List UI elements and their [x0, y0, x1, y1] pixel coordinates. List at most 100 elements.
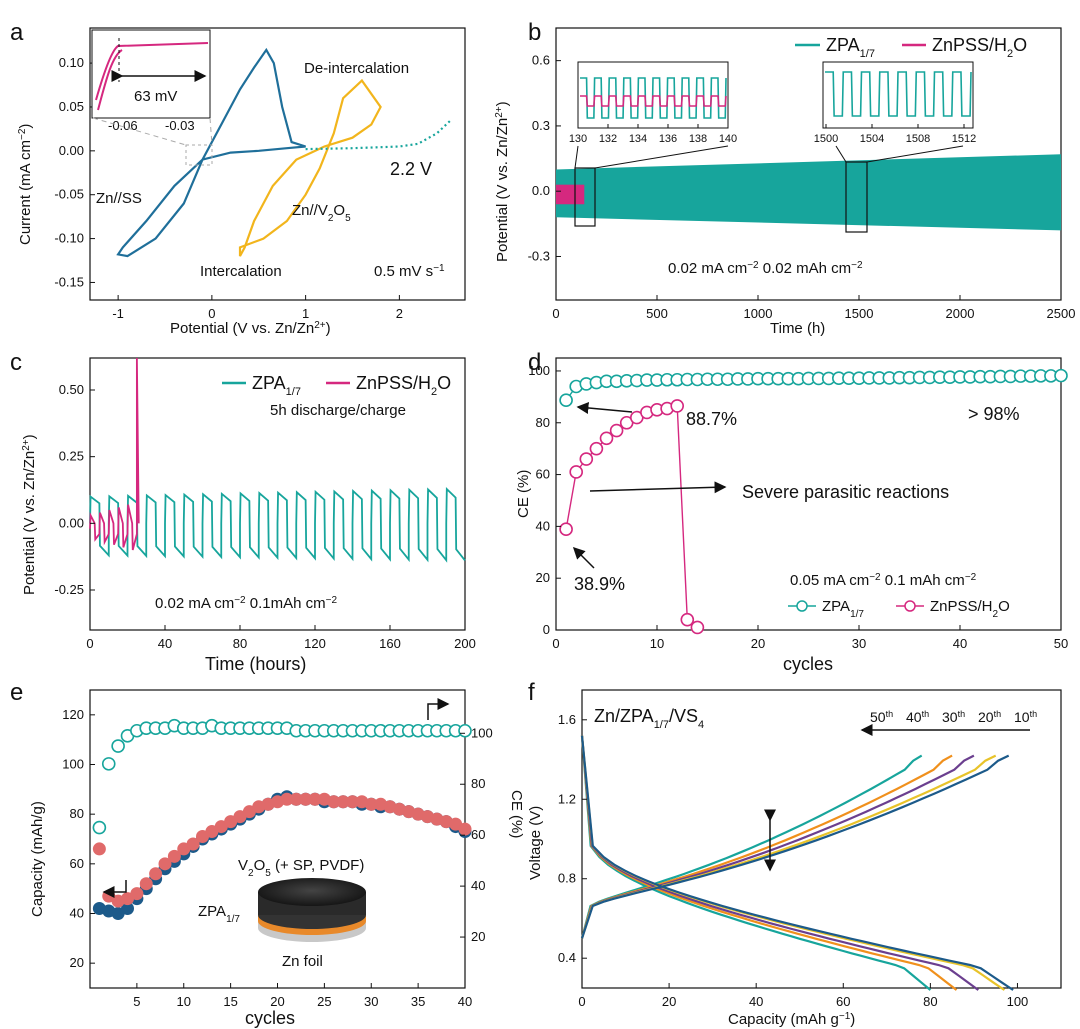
panel-e-capacity-point-red — [139, 877, 153, 891]
panel-c: c 0.50 0.25 0.00 -0.25 0 40 80 120 160 200 Time … — [10, 349, 476, 674]
panel-a-y-ticks: 0.10 0.05 0.00 -0.05 -0.10 -0.15 — [54, 55, 95, 289]
panel-c-series-znpss — [89, 357, 140, 551]
panel-e-capacity-point-red — [280, 792, 294, 806]
panel-a-zoom-line-2 — [209, 117, 213, 146]
panel-d-x-tick-label: 0 — [552, 636, 559, 651]
panel-d-point — [1054, 368, 1068, 383]
panel-e-y-tick-label: 100 — [62, 757, 84, 772]
panel-c-legend-2: ZnPSS/H2O — [356, 373, 451, 398]
panel-b-x-tick-label: 0 — [552, 306, 559, 321]
panel-f-y-tick-label: 1.6 — [558, 712, 576, 727]
panel-b-inset-1-tick-label: 132 — [599, 133, 617, 145]
panel-b-inset-1-tick-label: 134 — [629, 133, 647, 145]
panel-c-y-tick-label: 0.00 — [59, 515, 84, 530]
panel-a-zoom-line-1 — [92, 117, 187, 146]
panel-d-point — [609, 423, 624, 438]
panel-a-y-tick-label: -0.05 — [54, 187, 84, 202]
panel-c-y-tick-label: 0.50 — [59, 382, 84, 397]
panel-d-plot — [559, 368, 1068, 635]
panel-d-y-tick-label: 40 — [536, 518, 550, 533]
panel-c-x-tick-label: 0 — [86, 636, 93, 651]
panel-f-cycle-label: 30th — [942, 709, 965, 725]
panel-d-legend-marker-1 — [796, 600, 808, 612]
panel-f-plot — [580, 735, 1014, 991]
panel-c-x-tick-label: 120 — [304, 636, 326, 651]
panel-b-y-tick-label: 0.3 — [532, 118, 550, 133]
panel-d-ann-88: 88.7% — [686, 409, 737, 429]
panel-d-condition: 0.05 mA cm−2 0.1 mAh cm−2 — [790, 572, 977, 590]
panel-e-capacity-point-red — [299, 792, 313, 806]
panel-e-y-tick-label: 120 — [62, 707, 84, 722]
panel-a-inset-znss-curve — [95, 42, 209, 101]
panel-a-plot — [116, 47, 452, 258]
panel-d-arrow-1 — [576, 401, 633, 414]
panel-e-x-tick-label: 15 — [223, 994, 237, 1009]
panel-f-x-label: Capacity (mAh g−1) — [728, 1011, 855, 1029]
panel-f-charge-10th — [580, 754, 1010, 939]
panel-b-inset-2-ticks: 1500 1504 1508 1512 — [814, 124, 976, 145]
panel-d-y-label: CE (%) — [515, 470, 532, 518]
panel-e-capacity-point-blue — [121, 902, 134, 916]
panel-a-label-2-2v: 2.2 V — [390, 159, 432, 179]
panel-d-arrow-3 — [572, 546, 595, 569]
panel-a-series-zn-v2o5 — [238, 78, 382, 257]
panel-d-point — [559, 393, 573, 408]
panel-c-x-tick-label: 160 — [379, 636, 401, 651]
panel-b-y-label: Potential (V vs. Zn/Zn2+) — [494, 101, 512, 262]
panel-e-capacity-point-red — [458, 822, 472, 836]
panel-b-x-tick-label: 2500 — [1047, 306, 1076, 321]
panel-d-x-tick-label: 30 — [852, 636, 866, 651]
panel-f-y-label: Voltage (V) — [527, 806, 544, 880]
panel-a-y-tick-label: -0.15 — [54, 274, 84, 289]
panel-f-x-tick-label: 60 — [836, 994, 850, 1009]
panel-d-ann-parasitic: Severe parasitic reactions — [742, 482, 949, 502]
panel-d-point — [680, 612, 695, 627]
panel-b-x-tick-label: 1500 — [845, 306, 874, 321]
panel-d-point — [579, 452, 594, 466]
panel-b-condition: 0.02 mA cm−2 0.02 mAh cm−2 — [668, 260, 863, 278]
panel-e-x-tick-label: 20 — [270, 994, 284, 1009]
panel-c-condition: 0.02 mA cm−2 0.1mAh cm−2 — [155, 595, 337, 613]
panel-b-series-znpss — [556, 184, 585, 205]
panel-f-cycle-label: 20th — [978, 709, 1001, 725]
panel-f-charge-30th — [580, 754, 975, 939]
panel-e-capacity-point-red — [130, 887, 144, 901]
panel-b-zoom-line-4 — [866, 145, 964, 163]
panel-f-x-ticks: 0 20 40 60 80 100 — [578, 983, 1028, 1009]
panel-f-discharge-30th — [580, 735, 979, 991]
panel-c-y-tick-label: -0.25 — [54, 582, 84, 597]
panel-e-label-zn-foil: Zn foil — [282, 953, 323, 970]
panel-b-zoom-line-2 — [594, 145, 729, 169]
panel-c-plot — [89, 357, 466, 563]
panel-a-frame — [89, 27, 466, 301]
panel-a-zoom-box — [185, 144, 213, 166]
panel-letter-a: a — [10, 19, 24, 46]
panel-a-y-tick-label: -0.10 — [54, 231, 84, 246]
panel-b-legend-2: ZnPSS/H2O — [932, 35, 1027, 60]
panel-b-inset-1-zpa-wave — [580, 77, 727, 119]
panel-a-x-tick-label: 1 — [302, 306, 309, 321]
panel-c-x-ticks: 0 40 80 120 160 200 — [86, 625, 476, 651]
panel-e: e 120 100 80 60 40 20 100 80 60 40 20 5 10 15 20 25 30… — [10, 679, 525, 1028]
panel-f: f 1.6 1.2 0.8 0.4 0 20 40 60 80 100 Capacity (mA… — [527, 679, 1062, 1029]
panel-d-x-tick-label: 50 — [1054, 636, 1068, 651]
panel-a: a 0.10 0.05 0.00 -0.05 -0.10 -0.15 -1 0 1 2 Pote… — [10, 19, 466, 337]
panel-e-x-tick-label: 30 — [364, 994, 378, 1009]
panel-b-inset-1 — [580, 77, 727, 119]
panel-e-right-axis-arrow — [427, 698, 450, 720]
panel-a-y-tick-label: 0.05 — [59, 99, 84, 114]
panel-e-cell-illustration — [258, 878, 366, 942]
panel-d-point — [559, 522, 573, 537]
panel-f-x-tick-label: 0 — [578, 994, 585, 1009]
panel-e-capacity-point-red — [289, 792, 303, 806]
panel-e-capacity-point-red — [158, 857, 172, 871]
panel-d-point — [589, 441, 604, 456]
panel-d-legend-1: ZPA1/7 — [822, 598, 864, 620]
panel-b-zoom-line-1 — [574, 145, 579, 169]
panel-e-capacity-point-red — [167, 849, 181, 863]
panel-d-x-tick-label: 40 — [953, 636, 967, 651]
panel-d-ann-98: > 98% — [968, 404, 1020, 424]
panel-e-y2-tick-label: 20 — [471, 929, 485, 944]
panel-c-series-zpa — [89, 486, 466, 563]
